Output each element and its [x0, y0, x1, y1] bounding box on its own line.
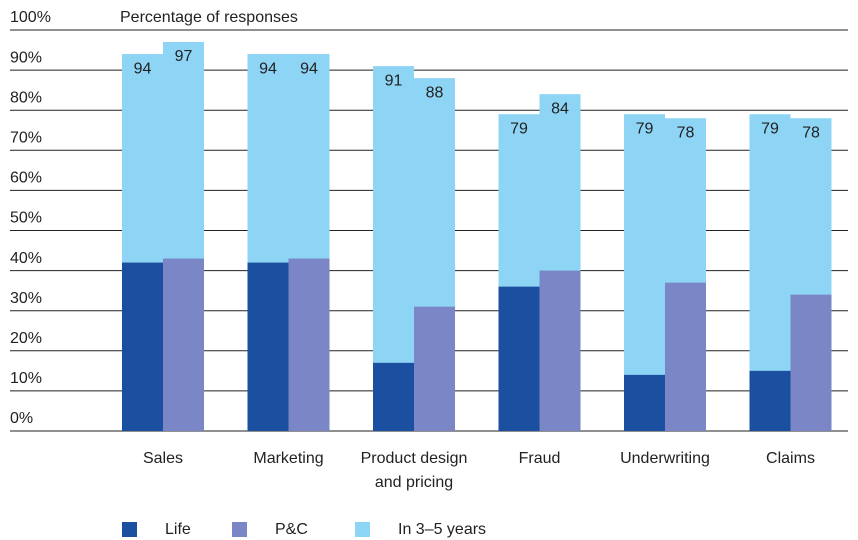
bar: [122, 262, 163, 431]
y-tick-label: 70%: [10, 130, 42, 147]
value-label: 88: [426, 84, 444, 101]
value-label: 79: [510, 120, 528, 137]
bar: [163, 258, 204, 431]
value-label: 91: [385, 72, 403, 89]
y-tick-label: 60%: [10, 170, 42, 187]
x-tick-label: Marketing: [253, 450, 323, 467]
bar: [624, 374, 665, 431]
legend-swatch: [355, 522, 370, 537]
legend-label: In 3–5 years: [398, 521, 486, 538]
y-tick-label: 20%: [10, 330, 42, 347]
legend-swatch: [122, 522, 137, 537]
y-tick-label: 80%: [10, 89, 42, 106]
value-label: 79: [761, 120, 779, 137]
y-tick-label: 40%: [10, 250, 42, 267]
x-tick-label: Sales: [143, 450, 183, 467]
value-label: 97: [175, 48, 193, 65]
y-tick-label: 50%: [10, 210, 42, 227]
y-tick-label: 90%: [10, 49, 42, 66]
value-label: 94: [134, 60, 152, 77]
value-label: 94: [259, 60, 277, 77]
bar: [498, 286, 540, 431]
bar: [790, 294, 832, 431]
y-tick-label: 30%: [10, 290, 42, 307]
legend-label: Life: [165, 521, 191, 538]
value-label: 84: [551, 100, 569, 117]
value-label: 78: [802, 124, 820, 141]
x-tick-label: Underwriting: [620, 450, 710, 467]
y-axis-title: Percentage of responses: [120, 9, 298, 26]
y-tick-label: 10%: [10, 370, 42, 387]
legend-swatch: [232, 522, 247, 537]
value-label: 78: [677, 124, 695, 141]
bar: [539, 270, 581, 431]
legend-label: P&C: [275, 521, 308, 538]
value-label: 94: [300, 60, 318, 77]
y-tick-label: 0%: [10, 410, 33, 427]
x-tick-label: Fraud: [519, 450, 561, 467]
bar: [288, 258, 330, 431]
y-tick-label: 100%: [10, 9, 51, 26]
bar: [665, 282, 706, 431]
value-label: 79: [636, 120, 654, 137]
bar: [749, 370, 791, 431]
x-tick-label: Product design and pricing: [361, 450, 468, 491]
bar: [247, 262, 289, 431]
bar: [373, 362, 414, 431]
bar: [414, 306, 455, 431]
x-tick-label: Claims: [766, 450, 815, 467]
